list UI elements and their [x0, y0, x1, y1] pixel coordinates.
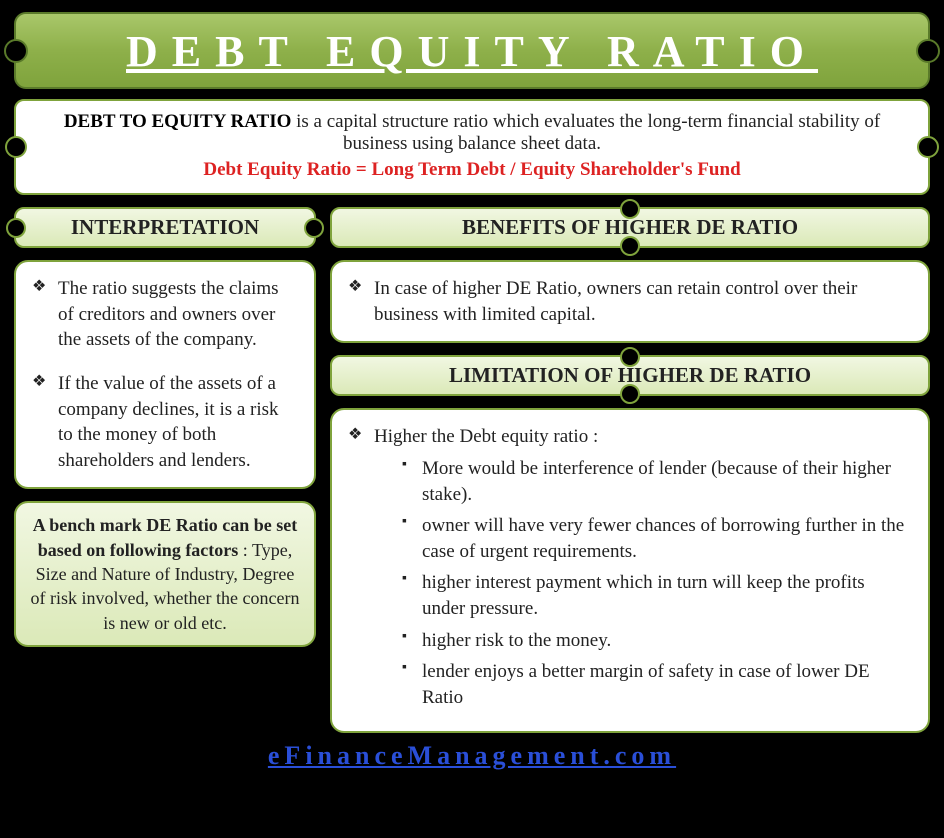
- limitation-point: lender enjoys a better margin of safety …: [402, 659, 912, 710]
- footer-link[interactable]: eFinanceManagement.com: [14, 741, 930, 771]
- intro-text: is a capital structure ratio which evalu…: [291, 111, 880, 154]
- title-banner: DEBT EQUITY RATIO: [14, 12, 930, 89]
- intro-lead: DEBT TO EQUITY RATIO: [64, 111, 292, 132]
- page-title: DEBT EQUITY RATIO: [126, 27, 818, 76]
- limitation-box: Higher the Debt equity ratio : More woul…: [330, 408, 930, 732]
- interpretation-heading: INTERPRETATION: [14, 207, 316, 248]
- benefits-heading: BENEFITS OF HIGHER DE RATIO: [330, 207, 930, 248]
- benefits-point: In case of higher DE Ratio, owners can r…: [348, 276, 912, 327]
- limitation-point: higher interest payment which in turn wi…: [402, 570, 912, 621]
- intro-line: DEBT TO EQUITY RATIO is a capital struct…: [34, 111, 910, 155]
- interpretation-point: The ratio suggests the claims of credito…: [32, 276, 298, 353]
- limitation-point: higher risk to the money.: [402, 628, 912, 654]
- limitation-intro-text: Higher the Debt equity ratio :: [374, 426, 598, 447]
- limitation-intro: Higher the Debt equity ratio : More woul…: [348, 424, 912, 710]
- intro-box: DEBT TO EQUITY RATIO is a capital struct…: [14, 99, 930, 195]
- limitation-point: More would be interference of lender (be…: [402, 456, 912, 507]
- interpretation-box: The ratio suggests the claims of credito…: [14, 260, 316, 489]
- formula: Debt Equity Ratio = Long Term Debt / Equ…: [34, 159, 910, 181]
- limitation-heading: LIMITATION OF HIGHER DE RATIO: [330, 355, 930, 396]
- interpretation-point: If the value of the assets of a company …: [32, 371, 298, 474]
- benchmark-box: A bench mark DE Ratio can be set based o…: [14, 501, 316, 646]
- limitation-point: owner will have very fewer chances of bo…: [402, 513, 912, 564]
- benefits-box: In case of higher DE Ratio, owners can r…: [330, 260, 930, 343]
